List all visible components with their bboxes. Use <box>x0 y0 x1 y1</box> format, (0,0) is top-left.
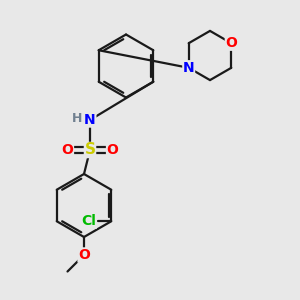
Text: S: S <box>85 142 95 158</box>
Text: O: O <box>106 143 119 157</box>
Text: O: O <box>78 248 90 262</box>
Text: N: N <box>84 113 96 127</box>
Text: O: O <box>61 143 74 157</box>
Text: H: H <box>72 112 82 125</box>
Text: O: O <box>225 36 237 50</box>
Text: N: N <box>183 61 194 75</box>
Text: Cl: Cl <box>81 214 96 228</box>
